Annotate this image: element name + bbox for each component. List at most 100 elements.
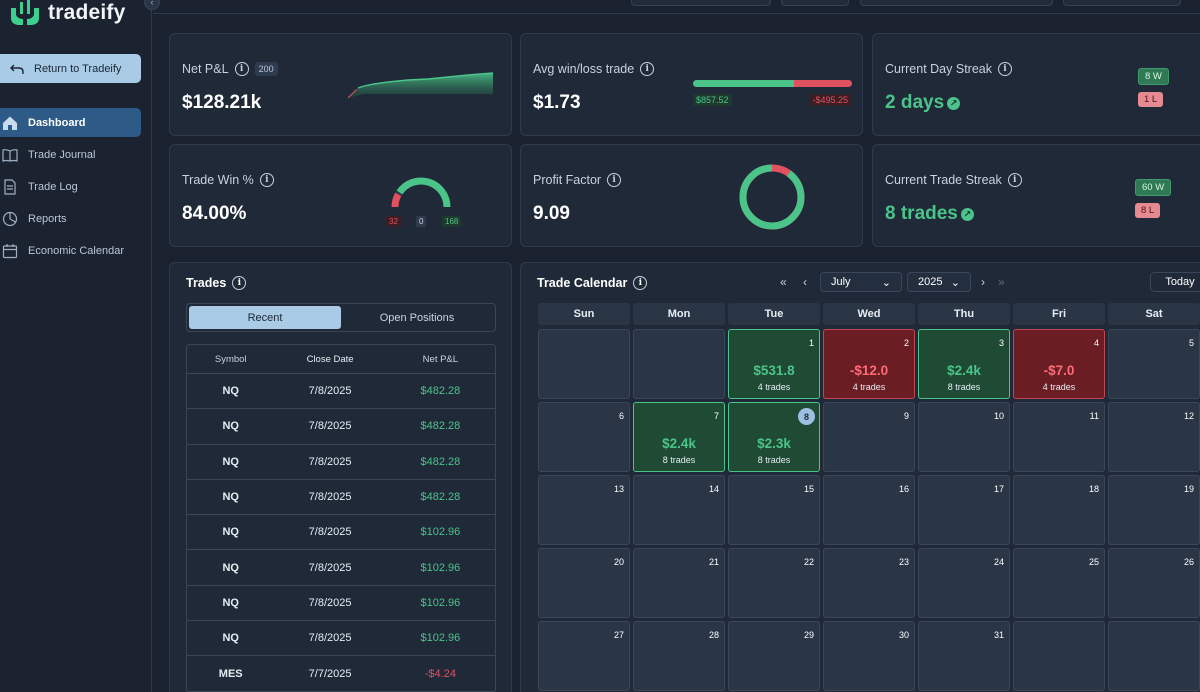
tab-open-positions[interactable]: Open Positions: [379, 311, 455, 324]
avg-win-loss-title: Avg win/loss trade i: [533, 62, 655, 76]
day-number: 14: [708, 484, 719, 494]
sidebar-item-trade-log[interactable]: Trade Log: [0, 172, 141, 201]
info-icon[interactable]: i: [640, 62, 655, 76]
day-number: 28: [708, 630, 719, 640]
calendar-day[interactable]: 29: [728, 621, 820, 691]
calendar-day[interactable]: 5: [1108, 329, 1200, 399]
table-row[interactable]: NQ 7/8/2025 $482.28: [187, 409, 495, 445]
calendar-day[interactable]: 6: [538, 402, 630, 472]
month-select[interactable]: July ⌄: [820, 272, 902, 292]
day-number: 6: [618, 411, 624, 421]
calendar-day[interactable]: 25: [1013, 548, 1105, 618]
prev-month-button[interactable]: ‹: [803, 272, 807, 292]
win-loss-ratio-bar: [693, 80, 852, 87]
day-trade-count: 4 trades: [1042, 382, 1076, 392]
calendar-day[interactable]: 7 $2.4k 8 trades: [633, 402, 725, 472]
calendar-day[interactable]: 11: [1013, 402, 1105, 472]
net-pnl-value: $128.21k: [182, 92, 262, 113]
next-month-button[interactable]: ›: [981, 272, 985, 292]
info-icon[interactable]: i: [232, 276, 247, 290]
card-title-text: Profit Factor: [533, 173, 602, 187]
calendar-day[interactable]: 4 -$7.0 4 trades: [1013, 329, 1105, 399]
calendar-day[interactable]: 14: [633, 475, 725, 545]
next-year-button[interactable]: »: [998, 272, 1005, 292]
sidebar-item-label: Trade Log: [28, 180, 78, 193]
table-row[interactable]: NQ 7/8/2025 $102.96: [187, 515, 495, 551]
calendar-day[interactable]: 22: [728, 548, 820, 618]
sidebar-item-economic-calendar[interactable]: Economic Calendar: [0, 236, 141, 265]
day-number: 2: [903, 338, 909, 348]
calendar-day[interactable]: 30: [823, 621, 915, 691]
top-bar-control[interactable]: [631, 0, 771, 6]
tab-recent[interactable]: Recent: [189, 306, 341, 329]
calendar-day[interactable]: 26: [1108, 548, 1200, 618]
return-to-tradeify-button[interactable]: Return to Tradeify: [0, 54, 141, 83]
table-row[interactable]: NQ 7/8/2025 $102.96: [187, 550, 495, 586]
card-title-text: Current Trade Streak: [885, 173, 1002, 187]
weekday-header: Mon: [633, 303, 725, 325]
year-select[interactable]: 2025 ⌄: [907, 272, 971, 292]
trade-win-value: 84.00%: [182, 203, 247, 224]
info-icon[interactable]: i: [607, 173, 622, 187]
calendar-day[interactable]: 27: [538, 621, 630, 691]
gauge-breakeven-count: 0: [416, 216, 427, 227]
calendar-day[interactable]: 24: [918, 548, 1010, 618]
table-row[interactable]: MES 7/7/2025 -$4.24: [187, 656, 495, 692]
calendar-day[interactable]: 9: [823, 402, 915, 472]
arrow-up-right-icon: ↗: [960, 207, 974, 221]
info-icon[interactable]: i: [234, 62, 249, 76]
column-header-symbol[interactable]: Symbol: [214, 353, 247, 365]
day-number: 25: [1088, 557, 1099, 567]
calendar-day[interactable]: 19: [1108, 475, 1200, 545]
table-row[interactable]: NQ 7/8/2025 $482.28: [187, 480, 495, 516]
calendar-day[interactable]: 2 -$12.0 4 trades: [823, 329, 915, 399]
day-streak-value: 2 days ↗: [885, 92, 961, 114]
table-row[interactable]: NQ 7/8/2025 $482.28: [187, 445, 495, 480]
profit-factor-card: Profit Factor i 9.09: [520, 144, 863, 247]
calendar-day[interactable]: 1 $531.8 4 trades: [728, 329, 820, 399]
top-bar-control[interactable]: [1063, 0, 1181, 6]
calendar-day[interactable]: 13: [538, 475, 630, 545]
prev-year-button[interactable]: «: [780, 272, 787, 292]
column-header-close-date[interactable]: Close Date: [306, 353, 354, 365]
weekday-header: Sun: [538, 303, 630, 325]
day-pnl: $2.3k: [757, 436, 791, 451]
info-icon[interactable]: i: [1007, 173, 1022, 187]
calendar-day[interactable]: 15: [728, 475, 820, 545]
column-header-net-pnl[interactable]: Net P&L: [422, 353, 459, 365]
calendar-day[interactable]: 20: [538, 548, 630, 618]
calendar-day[interactable]: 23: [823, 548, 915, 618]
cell-net-pnl: $102.96: [420, 561, 461, 574]
sidebar-item-dashboard[interactable]: Dashboard: [0, 108, 141, 137]
calendar-day[interactable]: 3 $2.4k 8 trades: [918, 329, 1010, 399]
table-row[interactable]: NQ 7/8/2025 $102.96: [187, 586, 495, 622]
calendar-day[interactable]: 16: [823, 475, 915, 545]
cell-close-date: 7/8/2025: [308, 632, 352, 645]
day-trade-count: 8 trades: [662, 455, 696, 465]
logo[interactable]: tradeify: [8, 0, 125, 30]
calendar-day[interactable]: 21: [633, 548, 725, 618]
chevron-left-icon: ‹: [803, 275, 807, 289]
sidebar-item-reports[interactable]: Reports: [0, 204, 141, 233]
table-row[interactable]: NQ 7/8/2025 $102.96: [187, 621, 495, 657]
sidebar-item-trade-journal[interactable]: Trade Journal: [0, 140, 141, 169]
calendar-day[interactable]: 31: [918, 621, 1010, 691]
calendar-day[interactable]: 8 $2.3k 8 trades: [728, 402, 820, 472]
calendar-day[interactable]: 17: [918, 475, 1010, 545]
info-icon[interactable]: i: [633, 276, 648, 290]
info-icon[interactable]: i: [259, 173, 274, 187]
profit-factor-donut: [739, 164, 805, 230]
calendar-empty-cell: [1108, 621, 1200, 691]
trades-table: Symbol Close Date Net P&L NQ 7/8/2025 $482…: [186, 344, 496, 692]
top-bar-control[interactable]: [860, 0, 1053, 6]
calendar-day[interactable]: 18: [1013, 475, 1105, 545]
info-icon[interactable]: i: [997, 62, 1012, 76]
today-button[interactable]: Today: [1150, 272, 1200, 292]
top-bar-control[interactable]: [781, 0, 849, 6]
table-row[interactable]: NQ 7/8/2025 $482.28: [187, 374, 495, 410]
calendar-day[interactable]: 28: [633, 621, 725, 691]
day-number: 24: [993, 557, 1004, 567]
chevron-down-icon: ⌄: [950, 276, 960, 289]
calendar-day[interactable]: 12: [1108, 402, 1200, 472]
calendar-day[interactable]: 10: [918, 402, 1010, 472]
